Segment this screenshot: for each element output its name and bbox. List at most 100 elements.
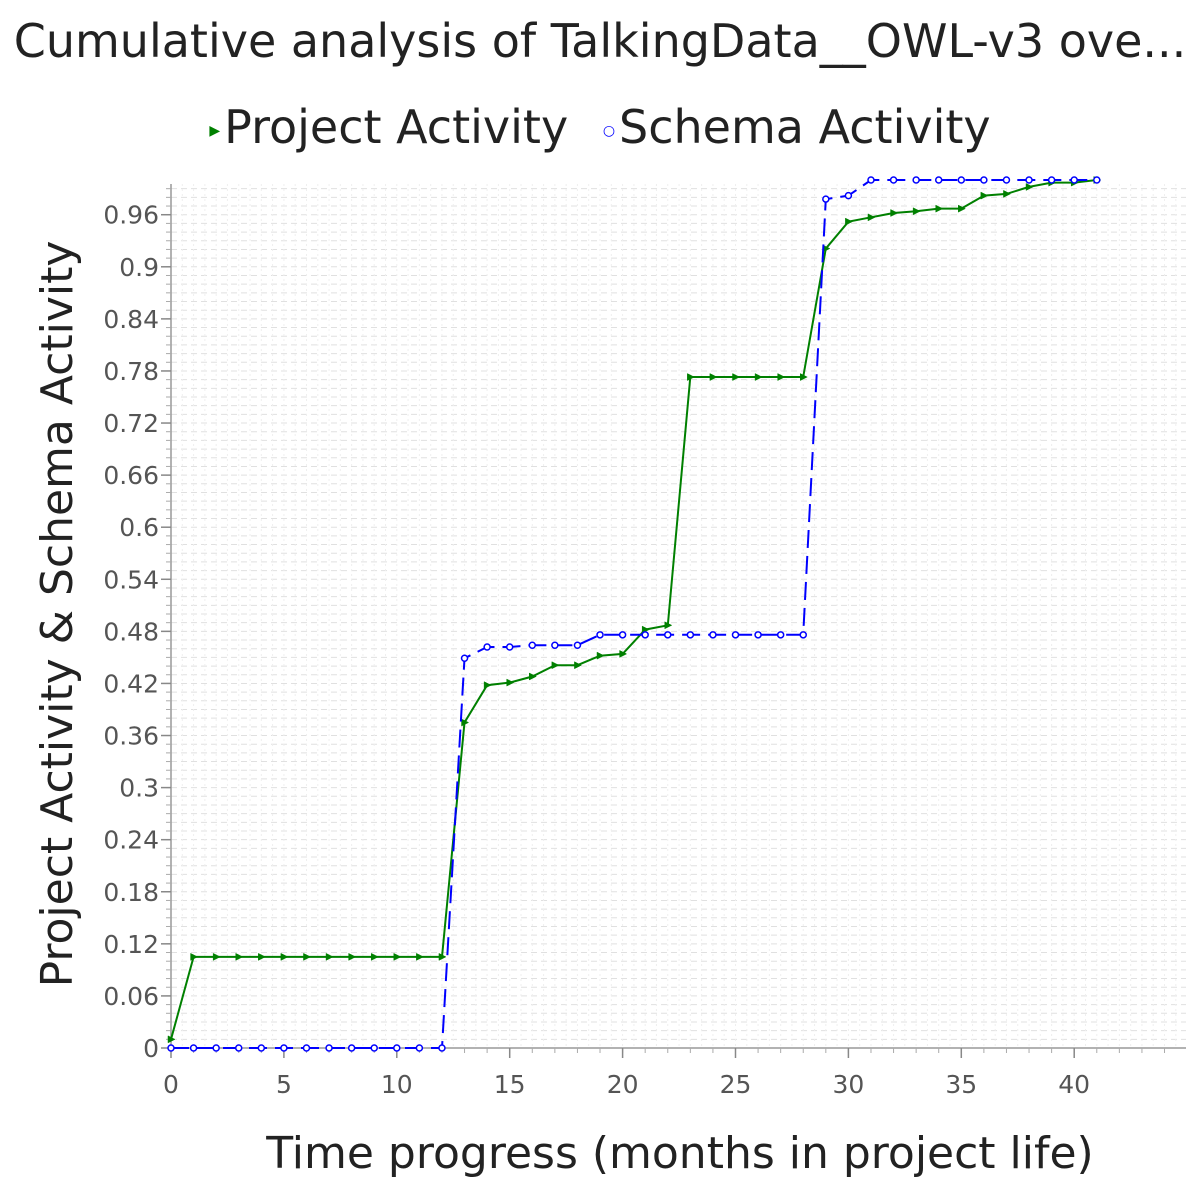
data-point <box>664 631 672 639</box>
data-point <box>1093 176 1101 184</box>
y-tick-label: 0.78 <box>103 357 159 386</box>
data-point <box>1070 176 1078 184</box>
y-tick-label: 0.24 <box>103 826 159 855</box>
data-point <box>754 631 762 639</box>
series-schema-activity <box>167 176 1101 1052</box>
data-point <box>912 207 921 216</box>
data-point <box>980 176 988 184</box>
y-tick-label: 0.72 <box>103 409 159 438</box>
data-point <box>822 195 830 203</box>
x-tick-label: 25 <box>720 1070 752 1099</box>
data-point <box>1002 176 1011 184</box>
data-point <box>212 1044 220 1052</box>
data-point <box>619 650 628 658</box>
data-point <box>348 952 357 961</box>
data-point <box>393 952 402 961</box>
legend: ▶Project Activity ○Schema Activity <box>0 100 1200 154</box>
data-point <box>506 678 515 687</box>
y-tick-label: 0.66 <box>103 461 159 490</box>
data-point <box>1025 183 1034 191</box>
x-tick-label: 5 <box>276 1070 292 1099</box>
x-tick-label: 10 <box>381 1070 413 1099</box>
data-point <box>235 952 244 961</box>
y-tick-label: 0.3 <box>119 774 159 803</box>
x-tick-label: 35 <box>945 1070 977 1099</box>
data-point <box>1025 176 1033 184</box>
data-point <box>799 373 808 381</box>
y-tick-label: 0.12 <box>103 930 159 959</box>
data-point <box>641 631 649 639</box>
data-point <box>438 952 447 961</box>
x-tick-label: 40 <box>1058 1070 1090 1099</box>
series-project-activity <box>167 176 1102 1044</box>
data-point <box>347 1044 356 1052</box>
data-point <box>483 681 492 690</box>
data-point <box>776 631 785 639</box>
data-point <box>280 952 289 961</box>
circle-marker-icon: ○ <box>602 122 616 139</box>
data-point <box>574 661 582 670</box>
x-tick-label: 15 <box>494 1070 526 1099</box>
data-point <box>234 1044 243 1052</box>
data-point <box>618 631 627 639</box>
x-axis-title: Time progress (months in project life) <box>265 1128 1093 1179</box>
data-point <box>325 952 334 961</box>
data-point <box>212 952 221 961</box>
data-point <box>867 176 875 184</box>
y-tick-label: 0.6 <box>119 513 159 542</box>
data-point <box>709 631 717 639</box>
legend-label-project-activity: Project Activity <box>224 100 569 154</box>
data-point <box>190 952 199 961</box>
y-tick-label: 0.9 <box>119 253 159 282</box>
data-point <box>528 641 537 649</box>
data-point <box>709 373 718 381</box>
data-point <box>302 1044 311 1052</box>
data-point <box>1047 176 1056 184</box>
data-point <box>551 641 559 649</box>
data-point <box>687 373 695 381</box>
data-point <box>732 373 741 381</box>
data-point <box>957 176 966 184</box>
data-point <box>461 718 470 727</box>
data-point <box>799 631 807 639</box>
y-tick-label: 0.42 <box>103 669 159 698</box>
data-point <box>935 204 944 213</box>
data-point <box>505 643 514 651</box>
x-tick-label: 0 <box>163 1070 179 1099</box>
chart-title: Cumulative analysis of TalkingData__OWL-… <box>13 14 1187 68</box>
y-tick-label: 0.54 <box>103 565 159 594</box>
data-point <box>754 373 763 381</box>
data-point <box>845 217 853 226</box>
data-point <box>890 209 899 217</box>
legend-item-schema-activity[interactable]: ○Schema Activity <box>603 100 991 154</box>
data-point <box>438 1044 446 1052</box>
data-point <box>958 204 966 213</box>
y-tick-label: 0.96 <box>103 201 159 230</box>
data-point <box>258 952 266 961</box>
y-axis-title: Project Activity & Schema Activity <box>32 241 83 988</box>
data-point <box>777 373 786 381</box>
data-point <box>167 1035 176 1044</box>
data-point <box>664 621 673 630</box>
data-point <box>416 952 424 961</box>
data-point <box>934 176 943 184</box>
data-point <box>844 191 853 200</box>
legend-item-project-activity[interactable]: ▶Project Activity <box>209 100 568 154</box>
data-point <box>573 641 582 649</box>
data-point <box>370 952 379 961</box>
data-point <box>731 631 740 639</box>
y-tick-label: 0.06 <box>103 982 159 1011</box>
y-tick-label: 0.84 <box>103 305 159 334</box>
data-point <box>596 631 604 639</box>
x-tick-label: 30 <box>832 1070 864 1099</box>
data-point <box>167 1044 175 1052</box>
data-point <box>257 1044 266 1052</box>
data-point <box>889 176 898 184</box>
data-point <box>912 176 920 184</box>
series-layer <box>167 176 1102 1052</box>
data-point <box>280 1044 288 1052</box>
y-tick-label: 0.18 <box>103 878 159 907</box>
x-tick-label: 20 <box>607 1070 639 1099</box>
data-point <box>189 1044 198 1052</box>
